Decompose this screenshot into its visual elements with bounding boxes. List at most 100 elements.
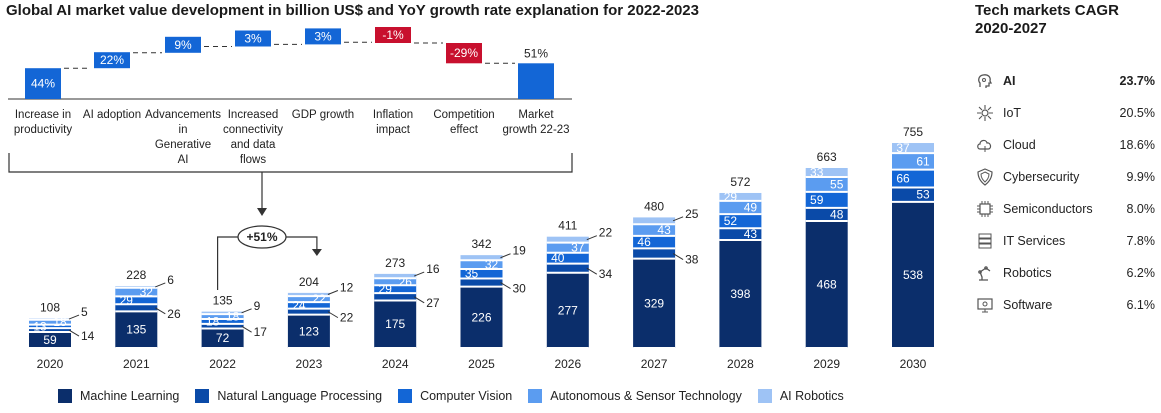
bar-segment-2025-3: [460, 260, 503, 269]
waterfall-bar-0: [25, 68, 61, 99]
bar-segment-2020-2: [29, 324, 71, 329]
cagr-value: 8.0%: [1126, 202, 1156, 216]
cagr-name: IoT: [1003, 106, 1022, 120]
data-label: 52: [724, 214, 738, 228]
shield-icon: [975, 167, 995, 187]
bar-segment-2029-4: [805, 167, 848, 177]
cagr-name: AI: [1003, 74, 1016, 88]
waterfall-value: 3%: [314, 29, 332, 43]
x-tick-label: 2027: [641, 357, 668, 371]
bar-segment-2027-2: [633, 235, 676, 249]
leader-line: [327, 311, 339, 319]
data-label: 32: [485, 258, 499, 272]
bar-segment-2029-0: [805, 220, 848, 348]
x-tick-label: 2023: [296, 357, 323, 371]
waterfall-category: GDP growth: [292, 109, 354, 121]
cagr-name: Semiconductors: [1003, 202, 1093, 216]
bar-segment-2022-0: [201, 328, 244, 348]
bar-segment-2024-3: [374, 278, 417, 286]
cagr-row-cybersecurity: Cybersecurity 9.9%: [975, 161, 1155, 193]
bar-segment-2027-0: [633, 258, 676, 348]
bar-segment-2029-1: [805, 207, 848, 221]
cagr-value: 20.5%: [1119, 106, 1155, 120]
data-label: 14: [81, 329, 95, 343]
data-label: 49: [744, 200, 758, 214]
waterfall-bar-3: [235, 30, 271, 47]
waterfall-category: Increased: [228, 109, 279, 121]
ai-head-icon: [975, 71, 995, 91]
data-label: 29: [120, 293, 134, 307]
data-label: 19: [513, 244, 527, 258]
data-label: 59: [43, 333, 57, 347]
bar-segment-2028-0: [719, 239, 762, 348]
waterfall-category: Advancements: [145, 109, 221, 121]
total-label: 755: [903, 125, 923, 139]
bar-segment-2029-3: [805, 176, 848, 192]
waterfall-value: 51%: [524, 46, 548, 60]
software-icon: [975, 295, 995, 315]
waterfall-category: productivity: [14, 124, 72, 136]
bar-segment-2028-1: [719, 228, 762, 240]
bar-segment-2030-2: [892, 169, 934, 188]
waterfall-value: -29%: [450, 46, 478, 60]
bar-segment-2025-4: [460, 255, 503, 261]
bar-segment-2026-4: [546, 236, 589, 243]
legend-item: Computer Vision: [398, 389, 512, 403]
cagr-list: AI 23.7% IoT 20.5% Cloud 18.6% Cybersecurity 9.…: [975, 65, 1155, 321]
data-label: 72: [216, 331, 230, 345]
bar-segment-2023-0: [287, 314, 330, 348]
legend-swatch: [528, 389, 543, 403]
server-icon: [975, 231, 995, 251]
bar-segment-2025-1: [460, 278, 503, 287]
legend-swatch: [398, 389, 413, 403]
waterfall-category: connectivity: [223, 124, 283, 136]
data-label: 34: [599, 267, 613, 281]
bar-segment-2024-1: [374, 293, 417, 301]
bar-segment-2025-0: [460, 286, 503, 348]
bar-segment-2020-3: [29, 319, 71, 325]
waterfall-bar-5: [375, 27, 411, 43]
bar-segment-2024-0: [374, 300, 417, 348]
bar-segment-2027-1: [633, 248, 676, 259]
cagr-row-ai: AI 23.7%: [975, 65, 1155, 97]
cagr-name: Cybersecurity: [1003, 170, 1080, 184]
data-label: 26: [167, 307, 181, 321]
legend-item: Natural Language Processing: [195, 389, 382, 403]
leader-line: [672, 216, 684, 222]
bar-segment-2029-2: [805, 191, 848, 208]
data-label: 16: [426, 262, 440, 276]
data-label: 61: [916, 154, 930, 168]
cagr-value: 6.1%: [1126, 298, 1156, 312]
bar-segment-2024-2: [374, 285, 417, 294]
data-label: 30: [513, 282, 527, 296]
x-tick-label: 2025: [468, 357, 495, 371]
waterfall-bar-1: [94, 52, 130, 69]
cagr-value: 23.7%: [1119, 74, 1155, 88]
data-label: 26: [399, 275, 413, 289]
waterfall-bar-2: [165, 36, 201, 53]
waterfall-bar-7: [518, 63, 554, 99]
data-label: 46: [637, 235, 651, 249]
data-label: 29: [724, 190, 738, 204]
data-label: 55: [830, 177, 844, 191]
data-label: 29: [379, 282, 393, 296]
bar-segment-2022-3: [201, 314, 244, 319]
bar-segment-2020-0: [29, 331, 71, 348]
data-label: 33: [810, 165, 824, 179]
leader-line: [414, 271, 425, 277]
waterfall-category: AI adoption: [83, 109, 141, 121]
robot-arm-icon: [975, 263, 995, 283]
bar-segment-2024-4: [374, 273, 417, 279]
bar-segment-2023-1: [287, 308, 330, 315]
x-tick-label: 2020: [37, 357, 64, 371]
data-label: 9: [254, 299, 261, 313]
data-label: 32: [140, 285, 154, 299]
data-label: 12: [340, 281, 354, 295]
waterfall-value: 3%: [244, 32, 262, 46]
data-label: 24: [292, 298, 306, 312]
waterfall-category: effect: [450, 124, 479, 136]
cagr-value: 6.2%: [1126, 266, 1156, 280]
data-label: 43: [744, 227, 758, 241]
bar-segment-2021-2: [115, 296, 158, 305]
